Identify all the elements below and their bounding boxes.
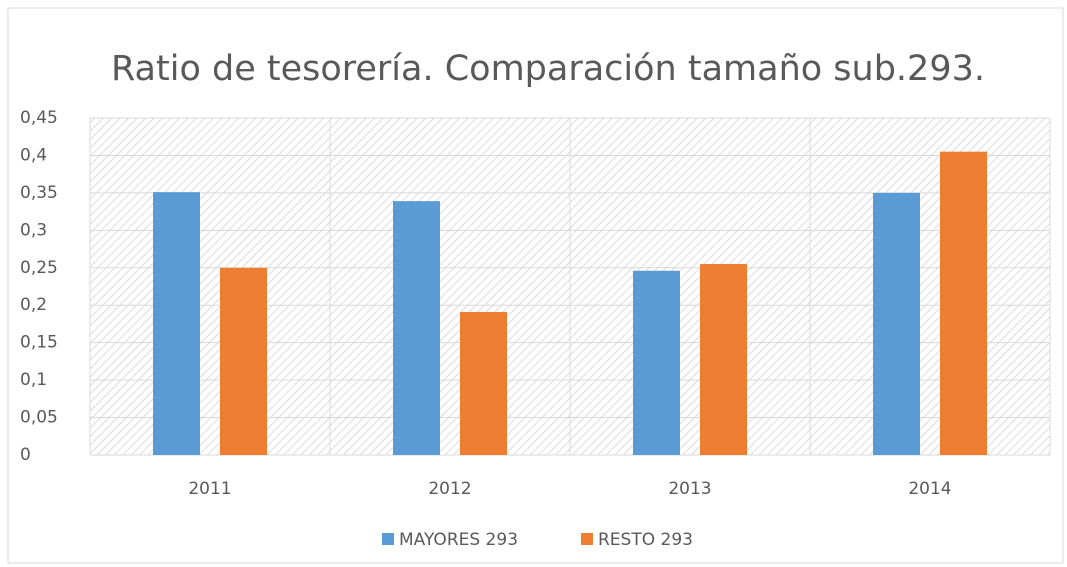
y-tick-label: 0,1 [20, 370, 47, 390]
chart-title: Ratio de tesorería. Comparación tamaño s… [111, 49, 985, 89]
bar [153, 192, 200, 455]
bar [633, 270, 680, 455]
legend-label: MAYORES 293 [399, 530, 518, 550]
x-tick-label: 2014 [908, 479, 951, 499]
legend-swatch [382, 533, 394, 545]
bar [940, 151, 987, 455]
y-tick-label: 0,25 [20, 258, 58, 278]
x-tick-label: 2013 [668, 479, 711, 499]
x-tick-label: 2012 [428, 479, 471, 499]
y-tick-label: 0,3 [20, 220, 47, 240]
y-tick-label: 0 [20, 445, 31, 465]
bar [220, 267, 267, 455]
y-tick-label: 0,05 [20, 408, 58, 428]
y-tick-label: 0,45 [20, 108, 58, 128]
bar [460, 311, 507, 455]
y-tick-label: 0,15 [20, 333, 58, 353]
legend-swatch [581, 533, 593, 545]
bar [873, 192, 920, 455]
y-tick-label: 0,35 [20, 183, 58, 203]
x-tick-label: 2011 [188, 479, 231, 499]
y-tick-label: 0,2 [20, 295, 47, 315]
bar [393, 201, 440, 455]
y-tick-label: 0,4 [20, 145, 47, 165]
legend-label: RESTO 293 [598, 530, 693, 550]
bar [700, 264, 747, 455]
